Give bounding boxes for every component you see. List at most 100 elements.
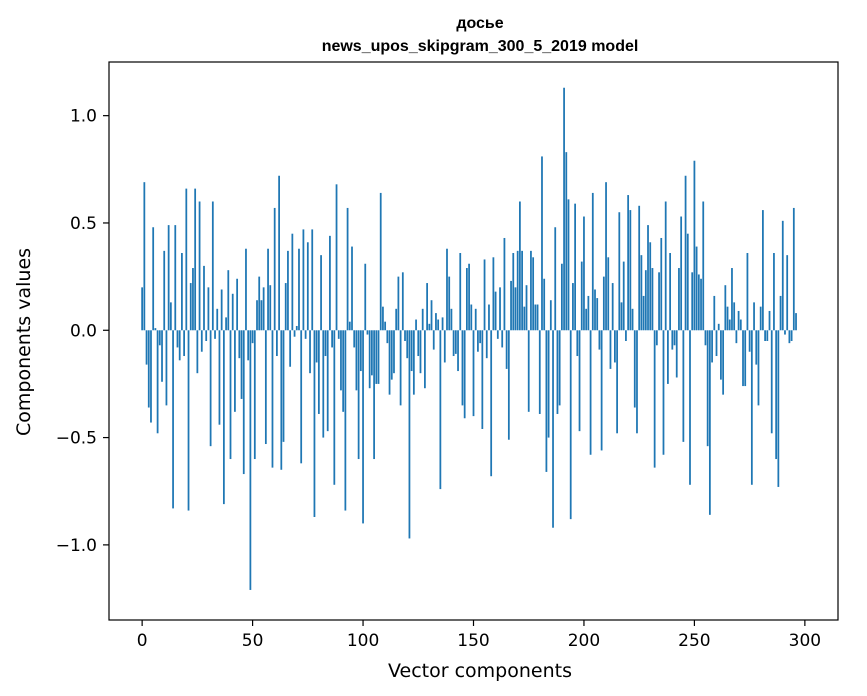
bar-component-143 [457,330,459,372]
bar-component-39 [227,270,230,331]
bar-component-134 [437,319,440,331]
bar-component-289 [779,295,782,331]
bar-component-24 [194,188,197,331]
bar-component-10 [163,250,166,331]
bar-component-164 [503,237,506,331]
bar-component-157 [488,304,490,331]
bar-component-268 [733,302,736,331]
bar-component-99 [359,330,362,372]
bar-component-228 [644,270,647,331]
y-tick-label: 1.0 [70,107,97,127]
bar-component-288 [777,330,780,487]
bar-component-281 [762,210,764,331]
bar-component-213 [611,283,614,331]
bar-component-126 [419,330,422,374]
y-tick-label: −0.5 [56,429,97,449]
bar-component-37 [222,330,225,505]
bar-component-101 [364,263,367,331]
bar-component-295 [792,207,795,331]
plot-frame [108,61,839,621]
bar-component-142 [454,330,457,354]
bar-component-195 [572,283,574,331]
bar-component-48 [247,330,250,361]
bar-component-19 [183,330,185,357]
bar-component-46 [242,330,245,475]
x-axis-ticks: 0 50 100 150 200 250 300 [137,620,821,651]
bar-component-147 [465,268,468,331]
bar-component-32 [211,201,214,331]
bar-component-61 [276,330,278,357]
bar-component-130 [428,323,431,331]
bar-component-2 [145,330,148,365]
bar-component-116 [397,276,400,331]
bar-component-208 [600,330,603,451]
bar-component-170 [516,250,519,331]
bar-component-125 [417,330,420,357]
bar-component-285 [770,330,773,434]
bar-component-9 [161,330,163,382]
bar-component-74 [304,330,307,339]
bar-component-0 [141,287,144,331]
bar-component-252 [697,274,700,331]
bar-component-127 [421,308,424,331]
bar-component-14 [172,330,174,509]
bar-component-110 [384,321,387,331]
bar-component-277 [753,302,755,331]
bar-component-177 [532,257,535,331]
bar-component-45 [240,330,243,399]
bar-component-103 [368,330,371,389]
bar-component-152 [477,330,479,352]
bar-component-131 [430,300,433,331]
bar-component-33 [214,330,216,339]
bar-component-105 [373,330,375,460]
bar-component-59 [271,330,274,468]
bar-component-29 [205,330,208,341]
bar-component-64 [282,330,285,442]
bar-component-5 [152,227,155,331]
bar-component-149 [470,304,473,331]
bar-component-257 [708,330,711,515]
bar-component-163 [501,330,504,348]
bar-component-178 [534,304,537,331]
bar-component-44 [238,330,241,359]
bar-component-140 [450,308,453,331]
bar-component-91 [342,330,345,412]
bar-component-261 [717,323,720,331]
bar-component-7 [156,330,159,434]
bar-component-184 [547,330,550,438]
bar-component-41 [231,293,234,331]
bar-component-267 [731,268,733,331]
bar-component-102 [366,330,369,335]
bar-component-72 [300,330,303,464]
bar-component-119 [404,330,406,341]
bar-component-129 [426,283,428,331]
bar-component-291 [784,330,786,335]
bar-component-3 [147,330,150,408]
bar-component-85 [329,235,331,331]
x-axis-label: Vector components [388,660,572,682]
bar-component-98 [357,330,360,460]
bar-component-271 [739,319,742,331]
bar-component-210 [605,182,607,331]
bar-component-92 [344,330,347,511]
bar-component-205 [594,289,596,331]
bar-component-12 [167,225,170,331]
bar-component-286 [773,253,775,331]
bar-component-17 [178,330,181,361]
bar-component-148 [468,263,470,331]
bar-component-123 [412,330,415,395]
bar-component-6 [154,328,157,331]
bar-component-274 [746,253,749,331]
bar-component-165 [505,330,508,369]
bar-component-76 [309,330,311,374]
bar-component-293 [788,330,791,344]
bar-component-115 [395,308,398,331]
bar-component-223 [633,330,636,408]
bar-component-89 [337,330,340,339]
bar-component-188 [556,330,559,414]
bar-component-248 [689,330,691,485]
bar-component-73 [302,229,305,331]
bar-component-113 [390,330,393,380]
bar-component-190 [560,263,563,331]
bar-component-135 [439,330,442,490]
